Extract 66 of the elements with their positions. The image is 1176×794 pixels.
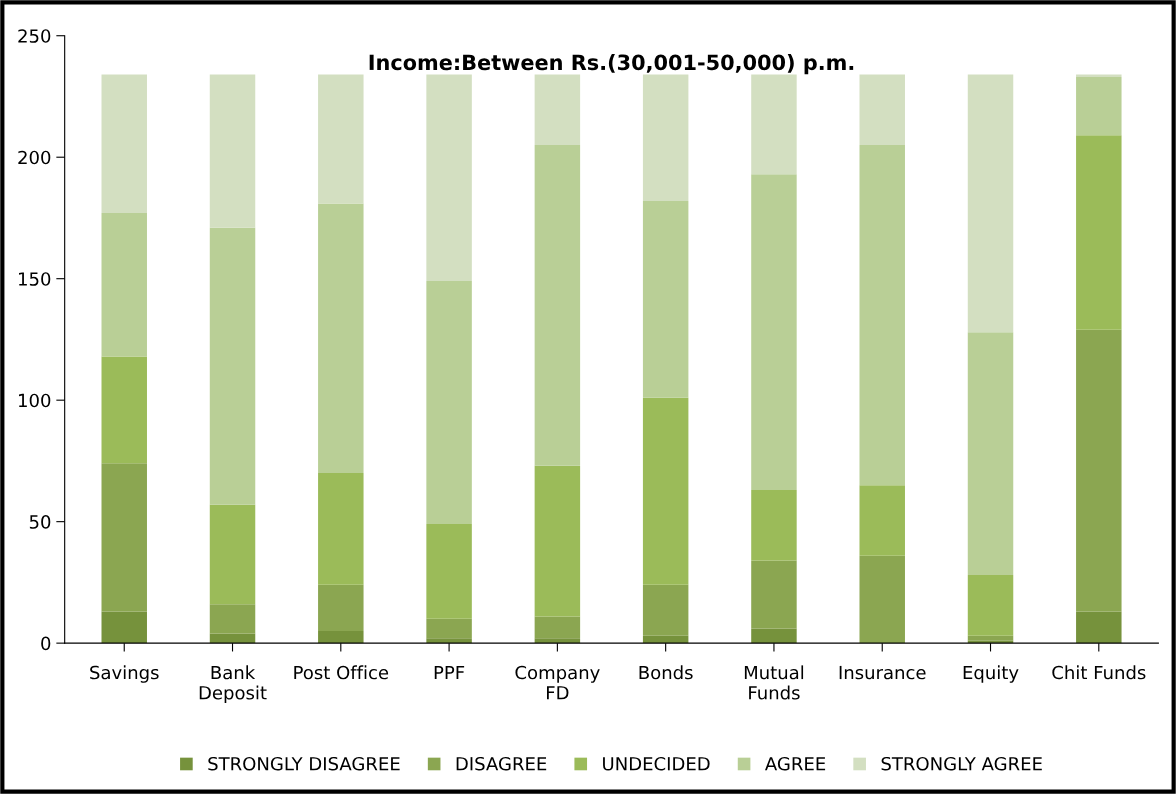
bar <box>751 74 797 175</box>
legend-label: STRONGLY DISAGREE <box>208 756 400 771</box>
x-tick-label: Insurance <box>839 665 926 680</box>
bar <box>101 74 147 214</box>
y-tick-label: 100 <box>19 393 51 408</box>
bar <box>426 618 472 639</box>
bar <box>534 74 581 146</box>
bar <box>642 397 689 585</box>
bar <box>101 356 147 464</box>
bar <box>318 630 364 644</box>
bar <box>534 145 581 466</box>
bar <box>859 74 905 146</box>
legend-label: UNDECIDED <box>603 756 710 771</box>
bar <box>318 473 364 585</box>
bar <box>859 485 905 556</box>
bar <box>209 604 256 634</box>
bar <box>859 555 905 644</box>
bar <box>101 611 147 644</box>
y-tick-label: 150 <box>19 272 51 286</box>
bar <box>859 145 905 486</box>
bar <box>209 633 256 644</box>
bar <box>751 490 797 561</box>
bar <box>967 332 1014 576</box>
bar <box>967 575 1014 636</box>
legend-label: STRONGLY AGREE <box>881 756 1042 771</box>
bar <box>751 174 797 491</box>
bar <box>1076 329 1122 612</box>
bar <box>1076 77 1122 136</box>
bar <box>642 200 689 398</box>
bar <box>534 465 581 617</box>
x-tick-label: Mutual Funds <box>744 665 804 700</box>
y-tick-label: 200 <box>18 150 51 165</box>
bar <box>967 635 1014 641</box>
bar <box>751 560 797 629</box>
bar <box>1076 611 1122 644</box>
x-tick-label: Bank Deposit <box>199 665 267 704</box>
y-tick-label: 0 <box>41 636 51 651</box>
bar <box>318 584 364 631</box>
bar <box>426 524 472 619</box>
x-tick-label: Savings <box>90 665 159 683</box>
legend-label: AGREE <box>764 756 826 771</box>
text: Income:Between Rs.(30,001-50,000) p.m. <box>369 54 854 75</box>
bar <box>967 74 1014 333</box>
bar <box>209 504 256 605</box>
y-tick-label: 50 <box>29 515 51 529</box>
x-tick-label: Bonds <box>639 665 693 680</box>
bar <box>1076 135 1122 330</box>
bar <box>642 74 689 201</box>
x-tick-label: PPF <box>434 665 465 680</box>
bar <box>101 463 147 612</box>
bar <box>642 584 689 636</box>
y-tick-label: 250 <box>18 29 51 43</box>
bar <box>318 74 364 204</box>
x-tick-label: Chit Funds <box>1052 665 1146 680</box>
bar <box>101 213 147 357</box>
bar <box>426 281 472 525</box>
bar <box>751 628 797 644</box>
bar <box>426 74 472 282</box>
bar <box>534 616 581 639</box>
bar <box>209 74 256 228</box>
x-tick-label: Post Office <box>294 665 389 680</box>
x-tick-label: Company FD <box>515 665 600 700</box>
x-tick-label: Equity <box>963 665 1019 683</box>
bar <box>209 227 256 505</box>
bar <box>318 203 364 474</box>
legend-label: DISAGREE <box>456 756 547 771</box>
